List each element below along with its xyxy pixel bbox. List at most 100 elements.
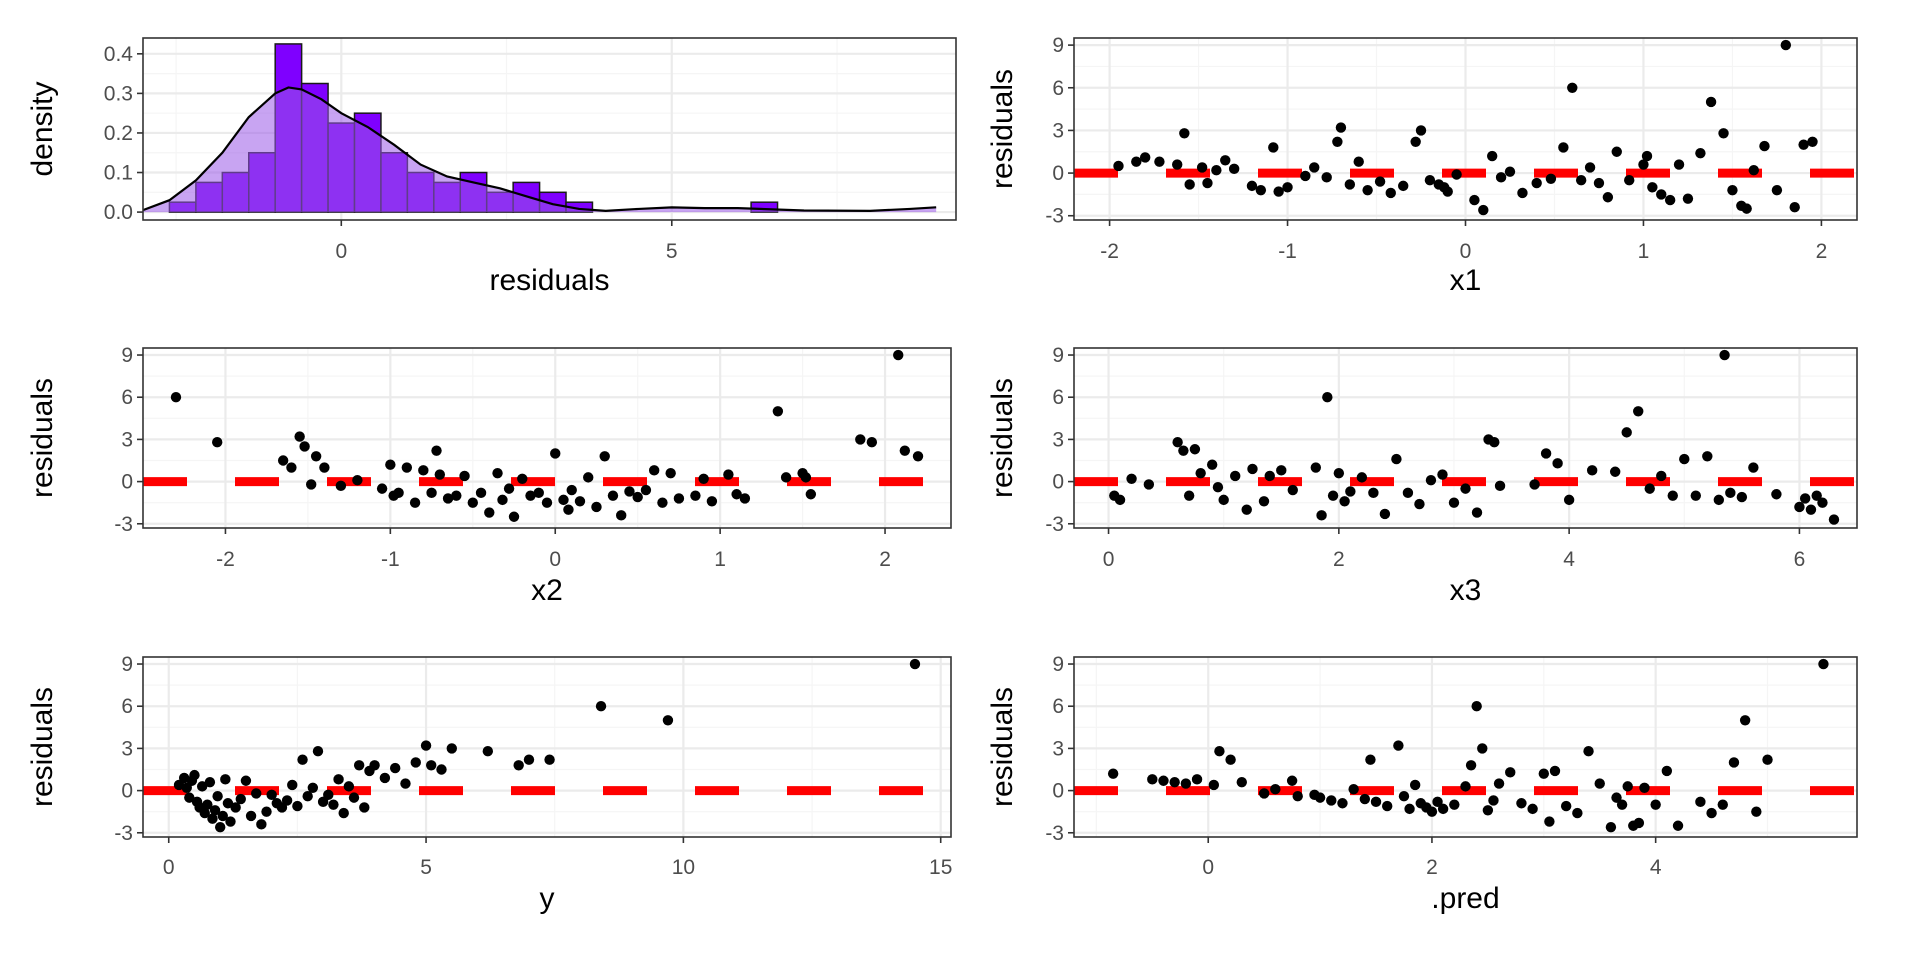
density-area [143, 87, 937, 213]
scatter-point [277, 455, 289, 466]
x-tick-label: 1 [1638, 240, 1650, 263]
scatter-point [1365, 754, 1376, 765]
scatter-point [1191, 774, 1203, 785]
scatter-point [607, 490, 619, 501]
scatter-point [245, 810, 257, 822]
scatter-point [706, 496, 718, 507]
scatter-point [1218, 494, 1229, 506]
y-tick-label: 0.2 [104, 122, 133, 145]
scatter-point [1471, 507, 1483, 518]
scatter-point [251, 788, 262, 799]
scatter-point [1780, 39, 1792, 51]
y-tick-label: 9 [1052, 34, 1064, 57]
scatter-point [1471, 701, 1482, 712]
scatter-point [1736, 491, 1748, 503]
scatter-point [1382, 800, 1393, 812]
scatter-point [780, 472, 792, 483]
scatter-point [1650, 799, 1661, 810]
scatter-point [909, 658, 921, 670]
x-tick-label: 2 [1816, 240, 1828, 263]
scatter-point [1225, 754, 1236, 765]
scatter-point [855, 434, 866, 445]
scatter-point [497, 494, 508, 506]
scatter-point [1552, 458, 1563, 469]
scatter-point [698, 473, 709, 484]
scatter-point [184, 792, 195, 803]
scatter-point [1126, 473, 1137, 484]
y-axis-title: density [26, 81, 59, 176]
scatter-point [1184, 179, 1195, 190]
scatter-point [1759, 140, 1770, 152]
x-tick-label: 6 [1794, 548, 1806, 571]
scatter-point [657, 497, 668, 508]
scatter-point [1362, 184, 1373, 196]
scatter-point [1335, 122, 1347, 133]
scatter-point [225, 816, 236, 827]
scatter-point [240, 775, 252, 786]
x-tick-label: -1 [1278, 240, 1297, 263]
scatter-point [1404, 803, 1415, 815]
scatter-point [1339, 496, 1350, 507]
scatter-point [1356, 472, 1368, 483]
scatter-point [1799, 493, 1811, 504]
scatter-point [1549, 765, 1561, 777]
scatter-point [170, 392, 182, 403]
scatter-point [1337, 798, 1348, 809]
x-tick-label: 4 [1650, 856, 1662, 879]
scatter-point [1255, 184, 1267, 196]
y-tick-label: 6 [1052, 386, 1064, 409]
y-tick-label: 0.3 [104, 82, 133, 105]
x-axis-title: y [540, 882, 555, 915]
scatter-point [207, 813, 218, 824]
scatter-point [1370, 796, 1382, 808]
scatter-point [1679, 453, 1690, 465]
scatter-point [1584, 162, 1596, 173]
scatter-point [189, 769, 200, 781]
scatter-point [1414, 498, 1425, 510]
scatter-point [310, 451, 322, 462]
scatter-point [292, 800, 303, 812]
scatter-point [1805, 504, 1817, 515]
x-tick-label: -2 [1100, 240, 1119, 263]
y-tick-label: 6 [121, 386, 133, 409]
scatter-point [1374, 176, 1386, 187]
scatter-point [1494, 480, 1506, 492]
panel-border [142, 656, 952, 838]
scatter-point [1247, 463, 1258, 475]
scatter-point [1624, 174, 1635, 186]
scatter-point [566, 484, 577, 496]
scatter-point [1107, 768, 1119, 779]
scatter-point [1563, 494, 1575, 506]
scatter-point [418, 465, 429, 476]
x-tick-label: 10 [672, 856, 695, 879]
x-tick-label: -2 [216, 548, 235, 571]
scatter-point [1410, 136, 1421, 147]
scatter-point [217, 810, 228, 822]
scatter-point [323, 789, 334, 801]
scatter-point [1516, 798, 1527, 809]
y-tick-label: 0.1 [104, 162, 133, 185]
panel-4: 0 2 4 6 -3 0 3 6 9 x3 residuals [986, 344, 1858, 607]
scatter-point [214, 821, 226, 833]
scatter-point [426, 487, 437, 499]
scatter-point [1489, 437, 1500, 448]
scatter-point [1212, 482, 1224, 493]
panel-background [1074, 657, 1857, 837]
scatter-point [1647, 182, 1658, 193]
y-tick-label: 9 [121, 344, 133, 367]
y-tick-label: 9 [121, 653, 133, 676]
scatter-point [204, 776, 216, 788]
scatter-point [426, 760, 437, 771]
y-tick-label: -3 [114, 513, 133, 536]
scatter-point [235, 793, 246, 805]
scatter-point [1230, 470, 1241, 482]
scatter-point [1220, 155, 1231, 166]
panel-border [1073, 656, 1858, 838]
scatter-point [1583, 746, 1594, 757]
scatter-point [1158, 775, 1169, 786]
scatter-point [1728, 757, 1740, 768]
scatter-point [1818, 658, 1829, 670]
scatter-point [893, 349, 904, 361]
y-axis-title: residuals [26, 378, 59, 498]
